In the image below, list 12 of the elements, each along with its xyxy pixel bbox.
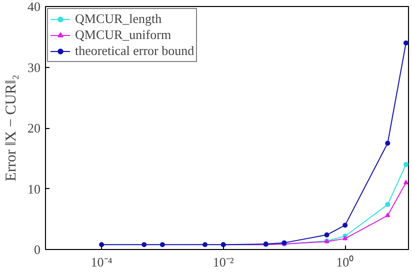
x-tick-label: 10⁻²	[212, 254, 234, 270]
legend-label: QMCUR_uniform	[75, 27, 172, 43]
y-tick-label: 30	[28, 60, 40, 75]
legend-label: theoretical error bound	[75, 43, 194, 59]
x-tick-label: 10⁻⁴	[90, 254, 113, 270]
y-tick-label: 20	[28, 120, 40, 136]
legend-label: QMCUR_length	[75, 11, 162, 27]
y-tick-label: 10	[28, 181, 40, 196]
y-axis-title: Error ‖X − CUR‖₂	[4, 74, 20, 182]
y-tick-label: 40	[28, 0, 40, 14]
y-tick-label: 0	[34, 242, 40, 257]
x-tick-label: 10⁰	[336, 254, 354, 270]
